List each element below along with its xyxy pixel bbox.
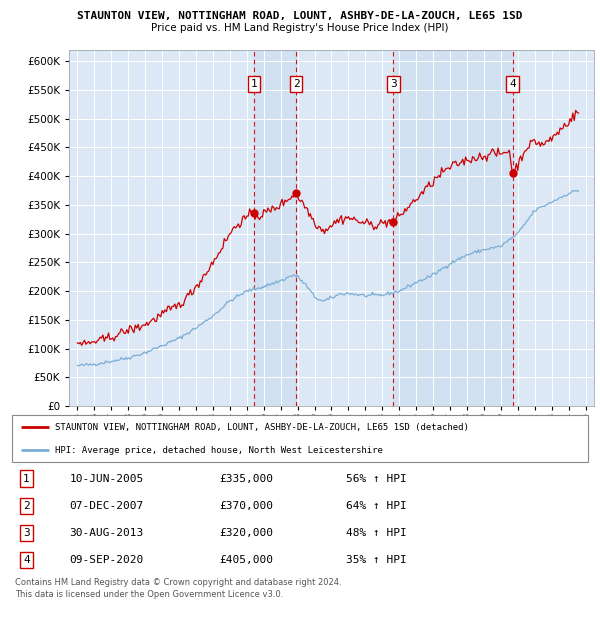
Bar — [394, 50, 512, 406]
Text: 2: 2 — [23, 501, 30, 511]
Text: 09-SEP-2020: 09-SEP-2020 — [70, 555, 144, 565]
Text: £320,000: £320,000 — [220, 528, 274, 538]
Text: £335,000: £335,000 — [220, 474, 274, 484]
Text: 10-JUN-2005: 10-JUN-2005 — [70, 474, 144, 484]
Text: 3: 3 — [23, 528, 30, 538]
Text: 1: 1 — [23, 474, 30, 484]
Text: 4: 4 — [23, 555, 30, 565]
Text: 4: 4 — [509, 79, 516, 89]
Text: STAUNTON VIEW, NOTTINGHAM ROAD, LOUNT, ASHBY-DE-LA-ZOUCH, LE65 1SD (detached): STAUNTON VIEW, NOTTINGHAM ROAD, LOUNT, A… — [55, 422, 469, 432]
Text: HPI: Average price, detached house, North West Leicestershire: HPI: Average price, detached house, Nort… — [55, 446, 383, 455]
Text: 35% ↑ HPI: 35% ↑ HPI — [346, 555, 407, 565]
Text: 56% ↑ HPI: 56% ↑ HPI — [346, 474, 407, 484]
Bar — [254, 50, 296, 406]
Text: Price paid vs. HM Land Registry's House Price Index (HPI): Price paid vs. HM Land Registry's House … — [151, 23, 449, 33]
Text: £370,000: £370,000 — [220, 501, 274, 511]
Text: STAUNTON VIEW, NOTTINGHAM ROAD, LOUNT, ASHBY-DE-LA-ZOUCH, LE65 1SD: STAUNTON VIEW, NOTTINGHAM ROAD, LOUNT, A… — [77, 11, 523, 20]
Text: Contains HM Land Registry data © Crown copyright and database right 2024.
This d: Contains HM Land Registry data © Crown c… — [15, 578, 341, 599]
Text: 3: 3 — [390, 79, 397, 89]
Text: 1: 1 — [251, 79, 257, 89]
Text: 48% ↑ HPI: 48% ↑ HPI — [346, 528, 407, 538]
Text: 30-AUG-2013: 30-AUG-2013 — [70, 528, 144, 538]
Text: 07-DEC-2007: 07-DEC-2007 — [70, 501, 144, 511]
Text: 2: 2 — [293, 79, 299, 89]
Text: 64% ↑ HPI: 64% ↑ HPI — [346, 501, 407, 511]
Text: £405,000: £405,000 — [220, 555, 274, 565]
